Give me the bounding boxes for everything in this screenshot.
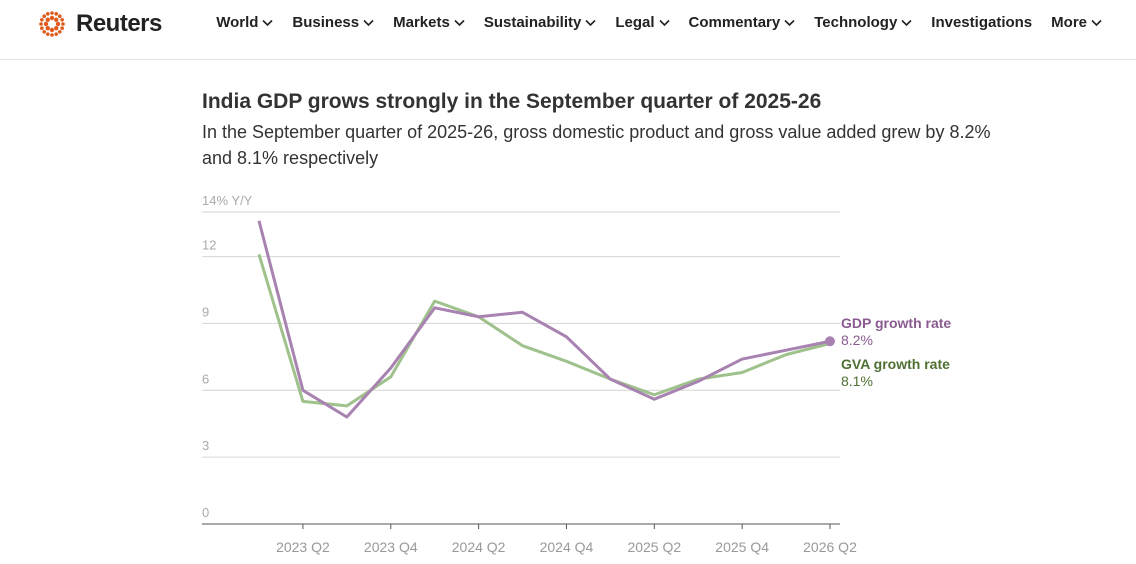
logo-dot [55,21,61,27]
logo-dot [50,11,54,15]
y-tick-label: 6 [202,371,209,386]
nav: World Business Markets Sustainability Legal C… [216,14,1102,31]
nav-item[interactable]: Markets [393,14,465,31]
x-tick-label: 2025 Q4 [715,539,769,555]
logo-dot [60,17,64,22]
nav-item[interactable]: Commentary [689,14,796,31]
chevron [262,19,273,26]
nav-label: Markets [393,14,450,31]
series-line [257,253,831,408]
nav-item[interactable]: Business [292,14,374,31]
value-label: 8.2% [841,332,873,348]
y-tick-label: 14% Y/Y [202,193,253,208]
value-label: 8.1% [841,373,873,389]
x-tick-label: 2024 Q2 [452,539,506,555]
chevron [585,19,596,26]
logo-dot [39,22,43,26]
logo-dot [40,26,44,31]
nav-item[interactable]: Legal [615,14,670,31]
y-tick-label: 12 [202,238,216,253]
nav-label: Investigations [931,14,1033,31]
series-line [257,220,831,419]
logo[interactable]: Reuters [34,6,162,42]
chevron [658,19,670,26]
chevron [1091,19,1102,26]
logo-dot [45,26,50,31]
nav-item[interactable]: Technology [814,14,912,31]
nav-label: Sustainability [483,14,582,31]
logo-dot [54,32,59,36]
logo-dot [40,17,44,22]
logo-dot [43,21,49,27]
logo-dot [60,26,64,31]
chevron [454,19,465,26]
chevron [784,19,795,26]
nav-label: World [216,14,259,31]
logo-dot [57,29,62,34]
logo-dot [54,12,59,16]
x-tick-label: 2026 Q2 [803,539,857,555]
nav-label: More [1051,14,1087,31]
legend-label: GDP growth rate [841,315,951,331]
logo-dot [54,26,59,31]
nav-label: Legal [615,14,655,31]
logo-dot [49,15,55,21]
chevron [901,19,912,26]
x-tick-label: 2024 Q4 [540,539,594,555]
logo-dot [45,12,50,16]
site-header: Reuters World Business Markets Sustainabili… [0,0,1136,60]
chart-subtitle: In the September quarter of 2025-26, gro… [202,122,991,168]
y-tick-label: 9 [202,304,209,319]
nav-label: Technology [814,14,898,31]
nav-label: Business [292,14,360,31]
logo-dot [45,17,50,22]
end-marker [825,336,835,347]
logo-dot [54,17,59,22]
x-tick-label: 2025 Q2 [627,539,681,555]
logo-dot [61,22,65,26]
logo-mark [39,11,65,37]
logo-dot [50,33,54,37]
logo-dot [57,14,62,19]
x-tick-label: 2023 Q4 [364,539,418,555]
nav-item[interactable]: More [1051,14,1102,31]
nav-item[interactable]: World [216,14,273,31]
logo-dot [45,32,50,36]
logo-dot [42,14,47,19]
nav-item[interactable]: Sustainability [484,14,597,31]
nav-item[interactable]: Investigations [931,14,1032,31]
logo-dot [42,29,47,34]
chart-title: India GDP grows strongly in the Septembe… [202,90,821,113]
y-tick-label: 0 [202,505,209,520]
x-tick-label: 2023 Q2 [276,539,330,555]
legend-label: GVA growth rate [841,356,950,372]
y-tick-label: 3 [202,438,209,453]
nav-label: Commentary [688,14,781,31]
logo-dot [49,27,55,33]
chevron [363,19,374,26]
logo-text: Reuters [76,10,162,37]
